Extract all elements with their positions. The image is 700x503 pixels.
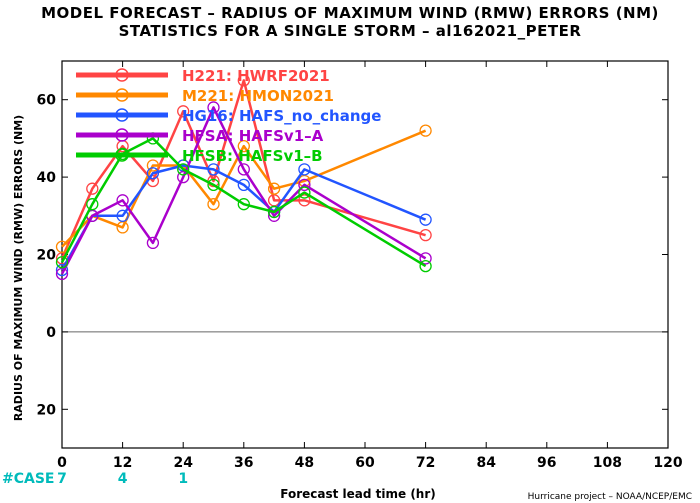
data-point (419, 259, 432, 273)
data-point (298, 186, 311, 199)
data-point (419, 124, 432, 137)
x-tick-label: 108 (593, 455, 622, 471)
data-point (298, 163, 311, 176)
legend-marker (115, 148, 129, 162)
chart-subtitle: STATISTICS FOR A SINGLE STORM – al162021… (118, 22, 582, 40)
data-point (116, 194, 129, 207)
y-tick-label: 20 (37, 248, 57, 264)
x-tick-label: 48 (295, 455, 314, 471)
x-tick-label: 120 (653, 455, 682, 471)
credit-text: Hurricane project – NOAA/NCEP/EMC (528, 492, 692, 502)
y-tick-label: 60 (37, 93, 57, 109)
data-point (177, 163, 190, 176)
y-tick-label: 40 (37, 170, 57, 186)
data-point (207, 178, 220, 191)
data-point (237, 74, 250, 87)
x-tick-label: 60 (355, 455, 375, 471)
y-tick-label: 0 (46, 325, 56, 341)
data-point (267, 205, 281, 219)
x-tick-label: 96 (537, 455, 556, 471)
x-tick-label: 24 (173, 455, 193, 471)
y-tick-label: 20 (37, 402, 57, 418)
chart-title: MODEL FORECAST – RADIUS OF MAXIMUM WIND … (41, 4, 659, 22)
data-point (177, 170, 190, 184)
data-point (267, 182, 281, 195)
axes-layer: 0 12 24 36 48 60 72 84 96 108 120 20 0 20 40 60 7 4 1 (37, 60, 683, 487)
data-point (86, 198, 99, 211)
series-line (60, 106, 427, 275)
data-point (419, 213, 432, 226)
data-point (237, 139, 250, 153)
x-tick-label: 72 (416, 455, 435, 471)
legend-label: M221: HMON2021 (182, 87, 334, 105)
legend-label: HG16: HAFS_no_change (182, 107, 381, 125)
legend-marker (115, 128, 129, 142)
data-point (55, 263, 69, 277)
case-count: 1 (178, 471, 188, 487)
data-point (146, 167, 160, 180)
legend-label: H221: HWRF2021 (182, 67, 330, 85)
case-count: 4 (118, 471, 128, 487)
legend-marker (115, 88, 129, 102)
data-point (207, 163, 220, 176)
series-line (60, 137, 427, 268)
series-2 (55, 159, 432, 277)
x-tick-label: 36 (234, 455, 253, 471)
series-3 (55, 101, 432, 281)
data-point (298, 194, 311, 207)
x-tick-label: 0 (57, 455, 67, 471)
data-point (55, 240, 69, 253)
x-tick-label: 84 (476, 455, 496, 471)
data-point (146, 236, 160, 250)
y-axis-label: RADIUS OF MAXIMUM WIND (RMW) ERRORS (NM) (12, 115, 25, 421)
data-point (419, 252, 432, 265)
data-point (116, 209, 129, 222)
data-point (207, 101, 220, 114)
x-tick-label: 12 (113, 455, 132, 471)
data-point (207, 198, 220, 211)
legend-marker (115, 68, 129, 82)
series-line (60, 164, 427, 271)
legend-marker (115, 108, 129, 122)
case-count-label: #CASE (2, 471, 55, 487)
data-point (237, 178, 250, 191)
data-point (177, 105, 190, 118)
data-point (267, 209, 281, 222)
data-point (146, 159, 160, 172)
data-point (419, 228, 432, 242)
case-count: 7 (57, 471, 67, 487)
x-axis-label: Forecast lead time (hr) (280, 487, 436, 501)
data-point (298, 178, 311, 191)
series-line (61, 129, 427, 248)
legend-label: HFSB: HAFSv1–B (182, 147, 323, 165)
data-point (237, 163, 250, 176)
legend: H221: HWRF2021 M221: HMON2021 HG16: HAFS_n… (76, 67, 381, 165)
data-point (237, 198, 250, 211)
data-point (55, 256, 69, 269)
data-point (86, 182, 99, 195)
series-layer (55, 74, 432, 281)
legend-label: HFSA: HAFSv1–A (182, 127, 324, 145)
